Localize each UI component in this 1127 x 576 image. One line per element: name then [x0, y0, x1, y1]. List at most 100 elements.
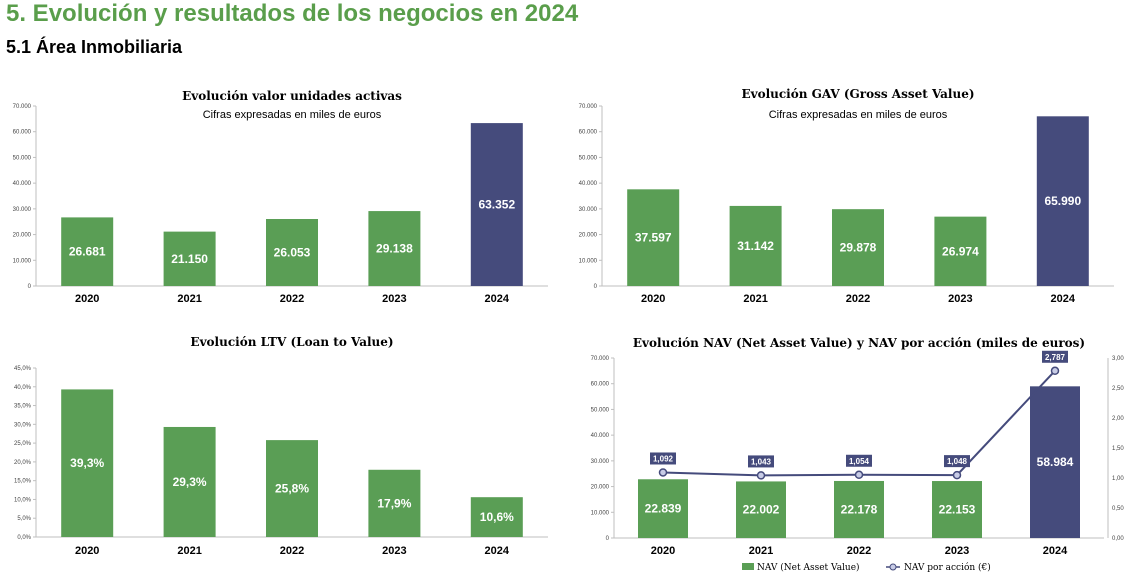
ltv-chart: Evolución LTV (Loan to Value) 0,0% 5,0% 10,…: [14, 335, 548, 557]
bar: [1030, 386, 1080, 538]
y2-tick-label: 0,00: [1112, 536, 1124, 542]
y-tick-label: 10.000: [13, 258, 32, 264]
category-label: 2023: [948, 293, 972, 305]
line-value-label: 2,787: [1045, 353, 1066, 362]
line-value-label: 1,048: [947, 457, 968, 466]
chart-title: Evolución GAV (Gross Asset Value): [741, 87, 974, 101]
chart-title: Evolución NAV (Net Asset Value) y NAV po…: [633, 336, 1085, 350]
bar: [729, 205, 782, 286]
y-tick-label: 20.000: [591, 485, 610, 491]
bar-value-label: 37.597: [635, 231, 672, 245]
bar-value-label: 21.150: [171, 252, 208, 266]
y-tick-label: 70.000: [579, 104, 598, 110]
y-tick-label: 60.000: [579, 130, 598, 136]
legend-label: NAV por acción (€): [904, 562, 991, 573]
bar-value-label: 29.138: [376, 242, 413, 256]
bar-value-label: 22.178: [841, 502, 878, 516]
bar: [932, 481, 982, 538]
line-label-box: [650, 452, 676, 465]
bar: [368, 211, 421, 286]
bar-value-label: 31.142: [737, 239, 774, 253]
bar: [627, 189, 680, 286]
y-tick-label: 60.000: [591, 382, 610, 388]
line-value-label: 1,054: [849, 457, 870, 466]
bar: [832, 209, 884, 286]
category-label: 2020: [651, 545, 675, 557]
y-tick-label: 30,0%: [14, 422, 32, 428]
subsection-title: 5.1 Área Inmobiliaria: [6, 37, 183, 57]
nav-chart: Evolución NAV (Net Asset Value) y NAV po…: [591, 336, 1125, 573]
bar-value-label: 26.053: [274, 246, 311, 260]
category-label: 2022: [847, 545, 871, 557]
line-point: [854, 470, 864, 480]
y-tick-label: 45,0%: [14, 366, 32, 372]
bar-value-label: 22.002: [743, 503, 780, 517]
y-tick-label: 5,0%: [17, 516, 31, 522]
y-tick-label: 50.000: [13, 155, 32, 161]
category-label: 2024: [1051, 293, 1076, 305]
y-tick-label: 20,0%: [14, 460, 32, 466]
y-tick-label: 10.000: [591, 510, 610, 516]
legend-label: NAV (Net Asset Value): [757, 562, 860, 573]
bar: [163, 426, 216, 537]
bar: [470, 497, 523, 537]
y-tick-label: 20.000: [13, 233, 32, 239]
y-tick-label: 0,0%: [17, 535, 31, 541]
line-point: [658, 468, 668, 477]
y2-tick-label: 1,50: [1112, 446, 1124, 452]
category-label: 2024: [485, 545, 510, 557]
bar: [638, 479, 688, 538]
y2-tick-label: 3,00: [1112, 356, 1124, 362]
chart-subtitle: Cifras expresadas en miles de euros: [203, 109, 382, 121]
y-tick-label: 20.000: [579, 233, 598, 239]
legend-swatch-bar: [742, 563, 754, 570]
bar-value-label: 58.984: [1037, 455, 1074, 469]
category-label: 2024: [485, 293, 510, 305]
chart-title: Evolución valor unidades activas: [182, 89, 402, 103]
y-tick-label: 15,0%: [14, 479, 32, 485]
bar-value-label: 25,8%: [275, 482, 309, 496]
category-label: 2022: [280, 545, 304, 557]
bar: [368, 469, 421, 537]
line-point: [1050, 366, 1060, 376]
bar-value-label: 29.878: [840, 241, 877, 255]
y-tick-label: 30.000: [13, 207, 32, 213]
category-label: 2020: [75, 545, 99, 557]
y2-tick-label: 0,50: [1112, 506, 1124, 512]
line-point: [756, 471, 766, 480]
chart-subtitle: Cifras expresadas en miles de euros: [769, 109, 948, 121]
y-tick-label: 0: [28, 284, 32, 290]
y2-tick-label: 1,00: [1112, 476, 1124, 482]
category-label: 2024: [1043, 545, 1068, 557]
bar-value-label: 26.974: [942, 244, 979, 258]
y2-tick-label: 2,00: [1112, 416, 1124, 422]
y-tick-label: 35,0%: [14, 404, 32, 410]
y2-tick-label: 2,50: [1112, 386, 1124, 392]
bar: [1036, 116, 1089, 286]
bar: [736, 481, 786, 538]
bar-value-label: 22.839: [645, 502, 682, 516]
legend-swatch-marker: [889, 563, 897, 571]
y-tick-label: 70.000: [13, 104, 32, 110]
bar: [834, 480, 884, 538]
category-label: 2023: [945, 545, 969, 557]
bar: [61, 389, 114, 537]
y-tick-label: 0: [606, 536, 610, 542]
line-label-box: [748, 455, 774, 468]
bar: [163, 231, 216, 286]
bar-value-label: 63.352: [478, 198, 515, 212]
line-label-box: [846, 454, 872, 467]
y-tick-label: 10,0%: [14, 497, 32, 503]
y-tick-label: 0: [594, 284, 598, 290]
line-label-box: [1042, 350, 1068, 363]
chart-title: Evolución LTV (Loan to Value): [190, 335, 393, 349]
y-tick-label: 30.000: [579, 207, 598, 213]
y-tick-label: 25,0%: [14, 441, 32, 447]
bar: [266, 219, 318, 286]
category-label: 2021: [743, 293, 767, 305]
bar: [470, 123, 523, 287]
y-tick-label: 40.000: [13, 181, 32, 187]
line-value-label: 1,092: [653, 454, 674, 463]
bar-value-label: 65.990: [1044, 194, 1081, 208]
y-tick-label: 30.000: [591, 459, 610, 465]
